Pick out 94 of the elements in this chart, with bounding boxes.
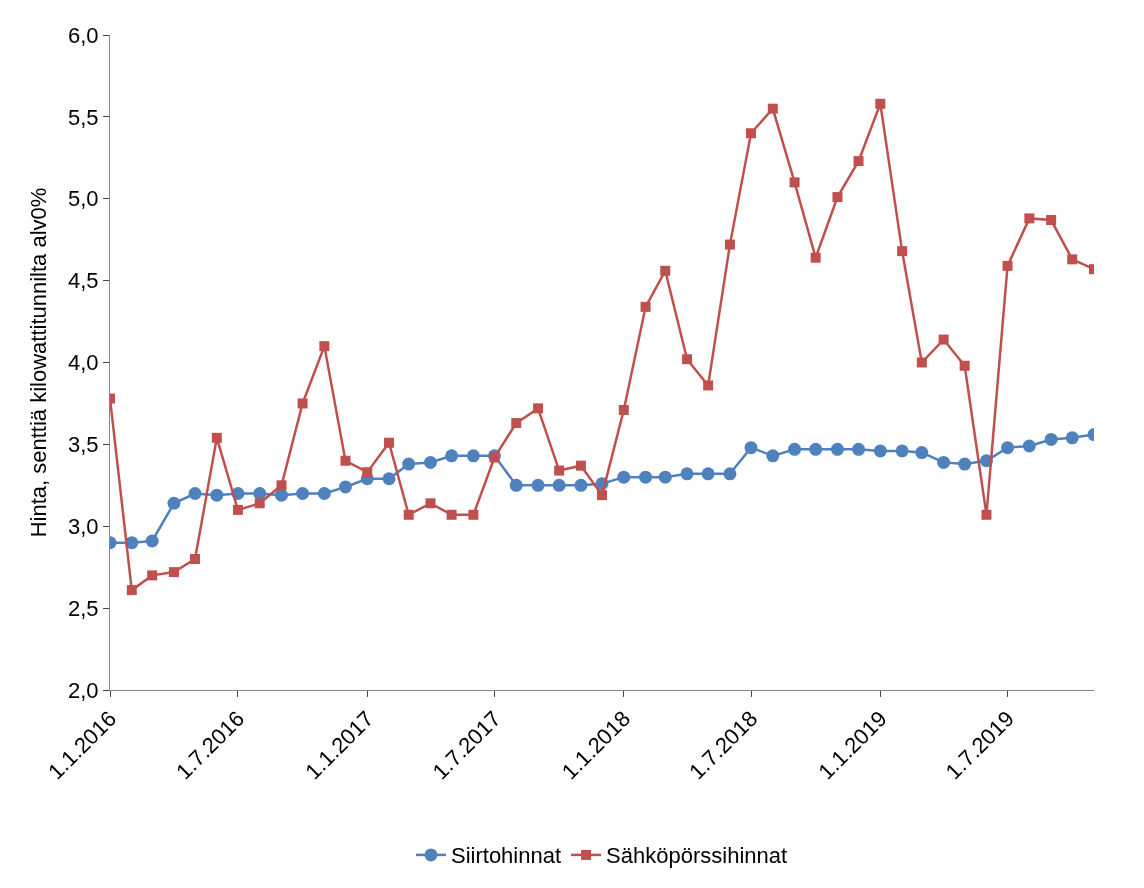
- point: [232, 504, 243, 515]
- point: [533, 403, 544, 414]
- point: [789, 177, 800, 188]
- y-tick-label: 2,0: [68, 677, 99, 703]
- point: [746, 128, 757, 139]
- point: [317, 487, 331, 500]
- legend-label: Sähköpörssihinnat: [606, 843, 788, 869]
- point: [1065, 431, 1079, 445]
- point: [468, 509, 479, 520]
- point: [340, 455, 351, 466]
- point: [938, 334, 949, 345]
- point: [319, 341, 330, 352]
- point: [297, 398, 308, 409]
- point: [296, 487, 310, 500]
- point: [275, 488, 288, 502]
- y-tick-label: 6,0: [68, 22, 99, 48]
- point: [915, 446, 929, 460]
- point: [916, 357, 927, 368]
- point: [875, 98, 886, 109]
- point: [446, 509, 457, 520]
- point: [744, 441, 758, 455]
- point: [190, 554, 201, 564]
- point: [680, 467, 694, 481]
- point: [384, 437, 395, 448]
- point: [682, 354, 693, 365]
- point: [168, 567, 179, 578]
- point: [425, 498, 436, 509]
- point: [531, 478, 545, 492]
- point: [897, 246, 908, 257]
- point: [1002, 260, 1013, 271]
- point: [873, 444, 887, 458]
- point: [701, 467, 715, 481]
- point: [981, 509, 992, 520]
- point: [618, 404, 629, 415]
- point: [1001, 441, 1015, 455]
- y-tick-label: 5,0: [68, 186, 99, 212]
- point: [552, 478, 566, 492]
- point: [639, 470, 653, 484]
- y-tick-label: 4,0: [68, 350, 99, 376]
- point: [1046, 215, 1057, 226]
- point: [188, 487, 202, 500]
- point: [1067, 254, 1078, 265]
- point: [1024, 213, 1035, 224]
- point: [511, 418, 522, 429]
- point: [276, 480, 287, 491]
- y-tick-label: 3,5: [68, 432, 99, 458]
- point: [445, 449, 459, 463]
- point: [660, 265, 671, 276]
- point: [853, 156, 864, 167]
- point: [852, 442, 866, 456]
- point: [766, 449, 780, 463]
- point: [658, 470, 672, 484]
- point: [574, 478, 588, 492]
- point: [362, 467, 373, 478]
- point: [640, 301, 651, 312]
- point: [830, 442, 844, 456]
- point: [509, 478, 523, 492]
- legend-label: Siirtohinnat: [451, 843, 562, 869]
- point: [554, 465, 565, 476]
- point: [147, 570, 158, 581]
- y-axis-title: Hinta, senttiä kilowattitunnilta alv0%: [25, 187, 51, 538]
- point: [809, 442, 823, 456]
- point: [254, 498, 265, 509]
- point: [832, 192, 843, 203]
- point: [724, 239, 735, 250]
- point: [1022, 439, 1036, 453]
- point: [937, 455, 951, 469]
- point: [382, 472, 396, 486]
- point: [126, 585, 137, 596]
- point: [810, 252, 821, 263]
- point: [575, 460, 586, 471]
- point: [895, 444, 909, 458]
- y-tick-label: 5,5: [68, 104, 99, 130]
- y-tick-label: 2,5: [68, 595, 99, 621]
- point: [617, 470, 631, 484]
- point: [597, 490, 607, 501]
- point: [167, 496, 181, 510]
- point: [210, 488, 224, 502]
- point: [402, 457, 416, 471]
- point: [959, 360, 970, 371]
- point: [145, 534, 159, 548]
- point: [958, 457, 972, 471]
- point: [211, 432, 222, 443]
- point: [338, 480, 352, 494]
- point: [1044, 432, 1058, 446]
- point: [723, 467, 737, 481]
- point: [466, 449, 480, 463]
- y-tick-label: 3,0: [68, 513, 99, 539]
- y-tick-label: 4,5: [68, 268, 99, 294]
- point: [767, 103, 778, 114]
- point: [403, 509, 414, 520]
- point: [424, 455, 437, 469]
- point: [703, 380, 714, 391]
- point: [788, 442, 802, 456]
